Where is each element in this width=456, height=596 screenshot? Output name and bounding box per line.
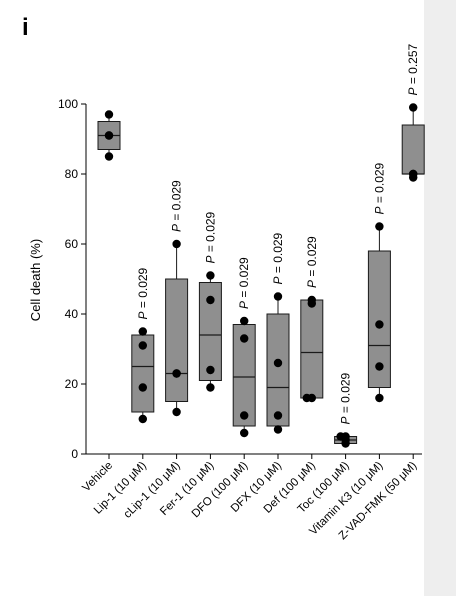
p-value-label: P = 0.029 xyxy=(203,211,217,263)
data-point xyxy=(273,425,283,434)
data-point xyxy=(206,295,215,305)
data-point xyxy=(138,341,147,350)
data-point xyxy=(172,239,181,249)
data-point xyxy=(240,316,249,326)
data-point xyxy=(375,393,384,403)
data-point xyxy=(206,383,215,392)
box-group: P = 0.029 xyxy=(300,236,324,403)
box-iqr xyxy=(198,282,222,381)
p-value-label: P = 0.029 xyxy=(305,236,319,288)
data-point xyxy=(172,369,181,378)
p-value-label: P = 0.029 xyxy=(339,372,353,424)
data-point xyxy=(307,393,316,403)
data-point xyxy=(138,327,147,336)
box-group xyxy=(97,110,121,161)
data-point xyxy=(240,334,249,343)
data-point xyxy=(375,320,384,329)
box-group: P = 0.257 xyxy=(401,43,425,182)
box-iqr xyxy=(165,278,189,402)
y-tick-label: 20 xyxy=(65,377,79,391)
p-value-label: P = 0.029 xyxy=(237,257,251,309)
box-iqr xyxy=(300,299,324,399)
box-group: P = 0.029 xyxy=(334,372,358,448)
data-point xyxy=(240,428,249,438)
data-point xyxy=(240,411,249,420)
y-tick-label: 60 xyxy=(65,237,79,251)
y-axis: 0 20 40 60 80 100 xyxy=(58,97,87,461)
data-point xyxy=(104,131,114,140)
data-point xyxy=(104,110,114,119)
box-iqr xyxy=(266,313,290,427)
data-point xyxy=(273,292,283,301)
y-tick-label: 40 xyxy=(65,307,79,321)
data-point xyxy=(341,432,350,441)
p-value-label: P = 0.029 xyxy=(136,267,150,319)
box-iqr xyxy=(401,124,425,175)
p-value-label: P = 0.029 xyxy=(170,180,184,232)
data-point xyxy=(206,271,215,280)
panel-label: i xyxy=(22,14,29,41)
p-value-label: P = 0.029 xyxy=(271,232,285,284)
data-point xyxy=(409,103,418,112)
box-group: P = 0.029 xyxy=(367,162,391,403)
data-point xyxy=(138,383,147,392)
data-point xyxy=(307,295,316,305)
box-group: P = 0.029 xyxy=(131,267,155,424)
y-axis-title: Cell death (%) xyxy=(28,239,43,321)
y-tick-label: 100 xyxy=(58,97,78,111)
box-group: P = 0.029 xyxy=(198,211,222,392)
box-group: P = 0.029 xyxy=(266,232,290,434)
data-point xyxy=(138,414,147,424)
right-edge-strip xyxy=(424,0,456,596)
data-point xyxy=(375,362,384,371)
data-point xyxy=(375,222,384,231)
y-tick-label: 80 xyxy=(65,167,79,181)
data-point xyxy=(273,358,283,368)
box-series: P = 0.029 P = 0.029 P = 0.029 P = 0.029 P = … xyxy=(97,43,425,448)
y-tick-label: 0 xyxy=(71,447,78,461)
data-point xyxy=(206,365,215,375)
data-point xyxy=(273,411,283,420)
box-iqr xyxy=(367,250,391,388)
box-group: P = 0.029 xyxy=(232,257,256,438)
p-value-label: P = 0.257 xyxy=(406,43,420,95)
box-group: P = 0.029 xyxy=(165,180,189,417)
data-point xyxy=(104,152,114,161)
p-value-label: P = 0.029 xyxy=(372,162,386,214)
data-point xyxy=(172,407,181,417)
data-point xyxy=(409,169,418,179)
